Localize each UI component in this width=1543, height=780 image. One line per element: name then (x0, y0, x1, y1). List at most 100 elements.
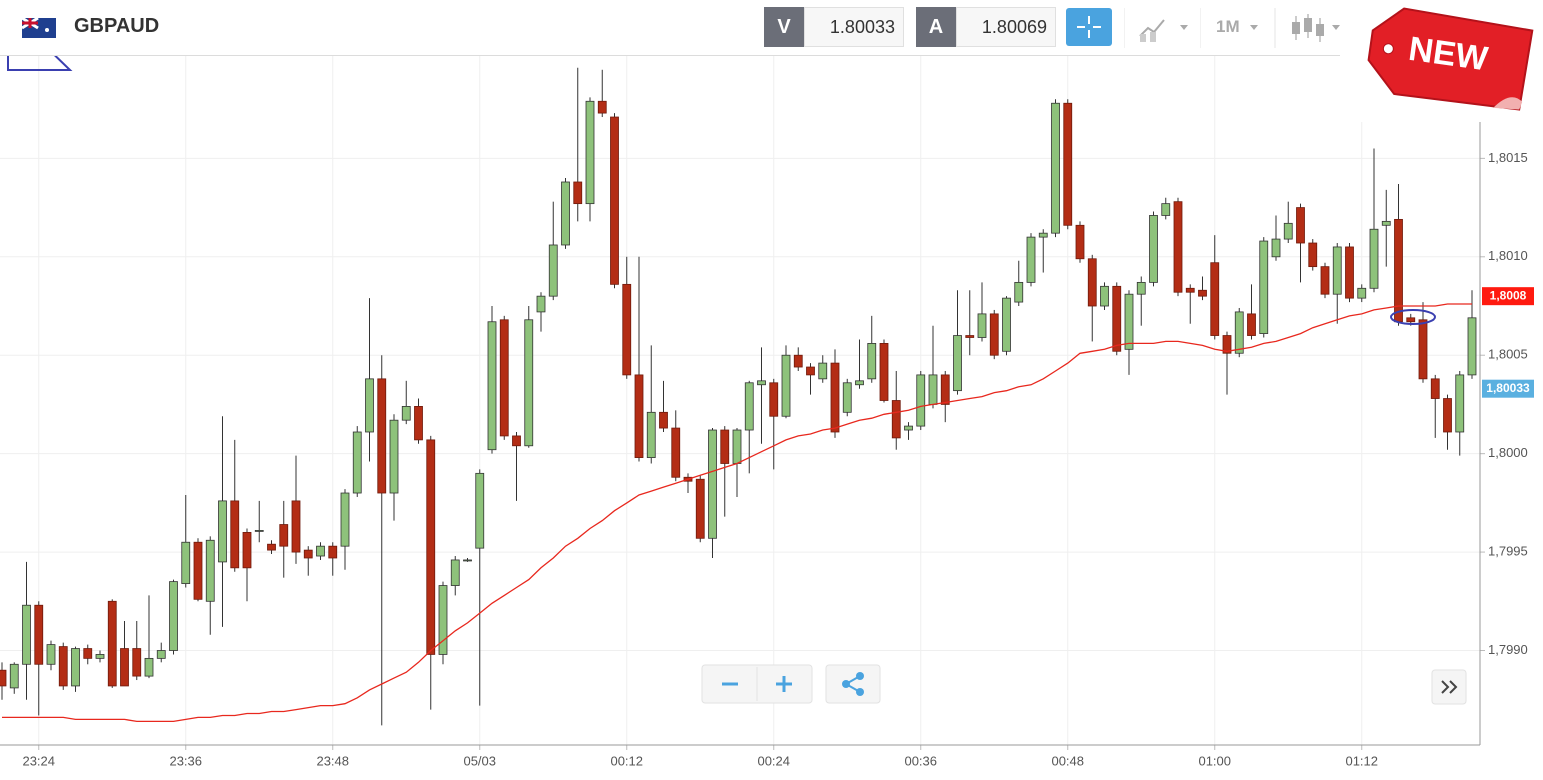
candle-body (573, 181, 583, 205)
candle-body (1087, 258, 1097, 307)
candle-body (1185, 287, 1195, 293)
candle-body (193, 541, 203, 600)
candle-body (1381, 220, 1391, 226)
candle-body (95, 654, 105, 659)
candle-body (365, 378, 374, 433)
buy-price[interactable]: 1.80069 (956, 7, 1056, 47)
candle-body (1271, 238, 1281, 258)
buy-label[interactable]: A (916, 7, 956, 47)
candle-body (1418, 319, 1428, 380)
x-tick-label: 05/03 (463, 753, 496, 768)
candle-body (646, 411, 656, 458)
candle-type-button[interactable] (1286, 8, 1346, 48)
crosshair-button[interactable] (1066, 8, 1112, 46)
sell-price-text: 1.80033 (829, 17, 895, 37)
candle-body (389, 419, 399, 494)
candle-body (695, 478, 705, 539)
candle-body (928, 374, 938, 405)
candle-body (622, 283, 632, 376)
sell-price[interactable]: 1.80033 (804, 7, 904, 47)
candle-body (218, 500, 227, 563)
candle-body (0, 669, 7, 687)
candle-body (524, 319, 534, 447)
y-tick-label: 1,7995 (1488, 544, 1528, 559)
candle-body (450, 559, 460, 586)
zoom-in-button[interactable] (776, 676, 792, 692)
candle-body (1014, 281, 1024, 303)
candle-body (1136, 281, 1146, 295)
candle-body (904, 425, 913, 431)
price-marker-label: 1,8008 (1490, 288, 1527, 302)
candle-body (977, 313, 987, 338)
candle-body (9, 663, 19, 689)
price-marker-label: 1,80033 (1486, 381, 1530, 395)
x-tick-label: 23:36 (169, 753, 202, 768)
candle-body (1369, 228, 1379, 289)
candle-body (254, 530, 264, 532)
symbol[interactable]: GBPAUD (74, 15, 160, 37)
candle-body (757, 380, 766, 386)
candle-body (328, 545, 338, 559)
candle-body (22, 604, 31, 665)
candle-body (83, 648, 93, 659)
candle-body (1149, 215, 1158, 283)
candle-body (879, 343, 889, 401)
candle-body (561, 181, 570, 246)
candle-body (1063, 102, 1073, 226)
x-tick-label: 00:48 (1051, 753, 1084, 768)
share-dot (856, 688, 864, 696)
candle-body (597, 100, 607, 114)
candle-body (708, 429, 717, 539)
price-marker (1482, 287, 1534, 306)
candle-body (1443, 398, 1452, 433)
candle-body (1283, 222, 1293, 240)
y-tick-label: 1,8010 (1488, 248, 1528, 263)
zoom-controls (701, 664, 1467, 705)
chart-type-button[interactable] (1124, 8, 1200, 48)
x-tick-label: 00:36 (904, 753, 937, 768)
candle-body (1430, 378, 1440, 399)
plot-background (0, 56, 1480, 745)
annotation-ellipse (1390, 309, 1436, 325)
candle-body (144, 657, 154, 677)
candle-body (34, 604, 44, 665)
candle-body (58, 646, 68, 687)
candle-body (71, 648, 80, 687)
candle-body (1320, 266, 1330, 295)
candle-body (291, 500, 301, 553)
candle-body (1345, 246, 1354, 299)
candle-body (1467, 317, 1477, 376)
candle-body (732, 429, 742, 464)
x-tick-label: 23:24 (22, 753, 55, 768)
header: GBPAUD V 1.80033 A 1.80069 1M (0, 0, 1543, 56)
candle-body (426, 439, 436, 655)
candle-body (279, 524, 289, 547)
candle-body (499, 319, 509, 437)
candle-body (1075, 224, 1085, 260)
candle-body (401, 406, 411, 421)
candle-body (1455, 374, 1465, 433)
timeframe[interactable]: 1M (1216, 17, 1240, 36)
candle-body (156, 650, 166, 659)
share-dot (842, 680, 850, 688)
candle-body (548, 244, 558, 297)
candle-body (989, 313, 999, 356)
candle-body (891, 400, 901, 439)
candle-body (1296, 207, 1305, 244)
candle-body (487, 321, 497, 451)
x-tick-label: 01:00 (1198, 753, 1231, 768)
candle-body (1210, 262, 1220, 336)
candle-body (1038, 232, 1048, 238)
candle-body (744, 382, 754, 431)
x-tick-label: 00:12 (610, 753, 643, 768)
candle-body (340, 492, 350, 547)
candle-body (1357, 287, 1367, 299)
share-button[interactable] (825, 664, 881, 704)
candle-body (267, 543, 276, 551)
price-marker (1482, 379, 1534, 398)
candle-body (1198, 289, 1207, 297)
sell-label[interactable]: V (764, 7, 804, 47)
new-badge: NEW (1340, 0, 1543, 122)
candle-body (169, 581, 178, 651)
